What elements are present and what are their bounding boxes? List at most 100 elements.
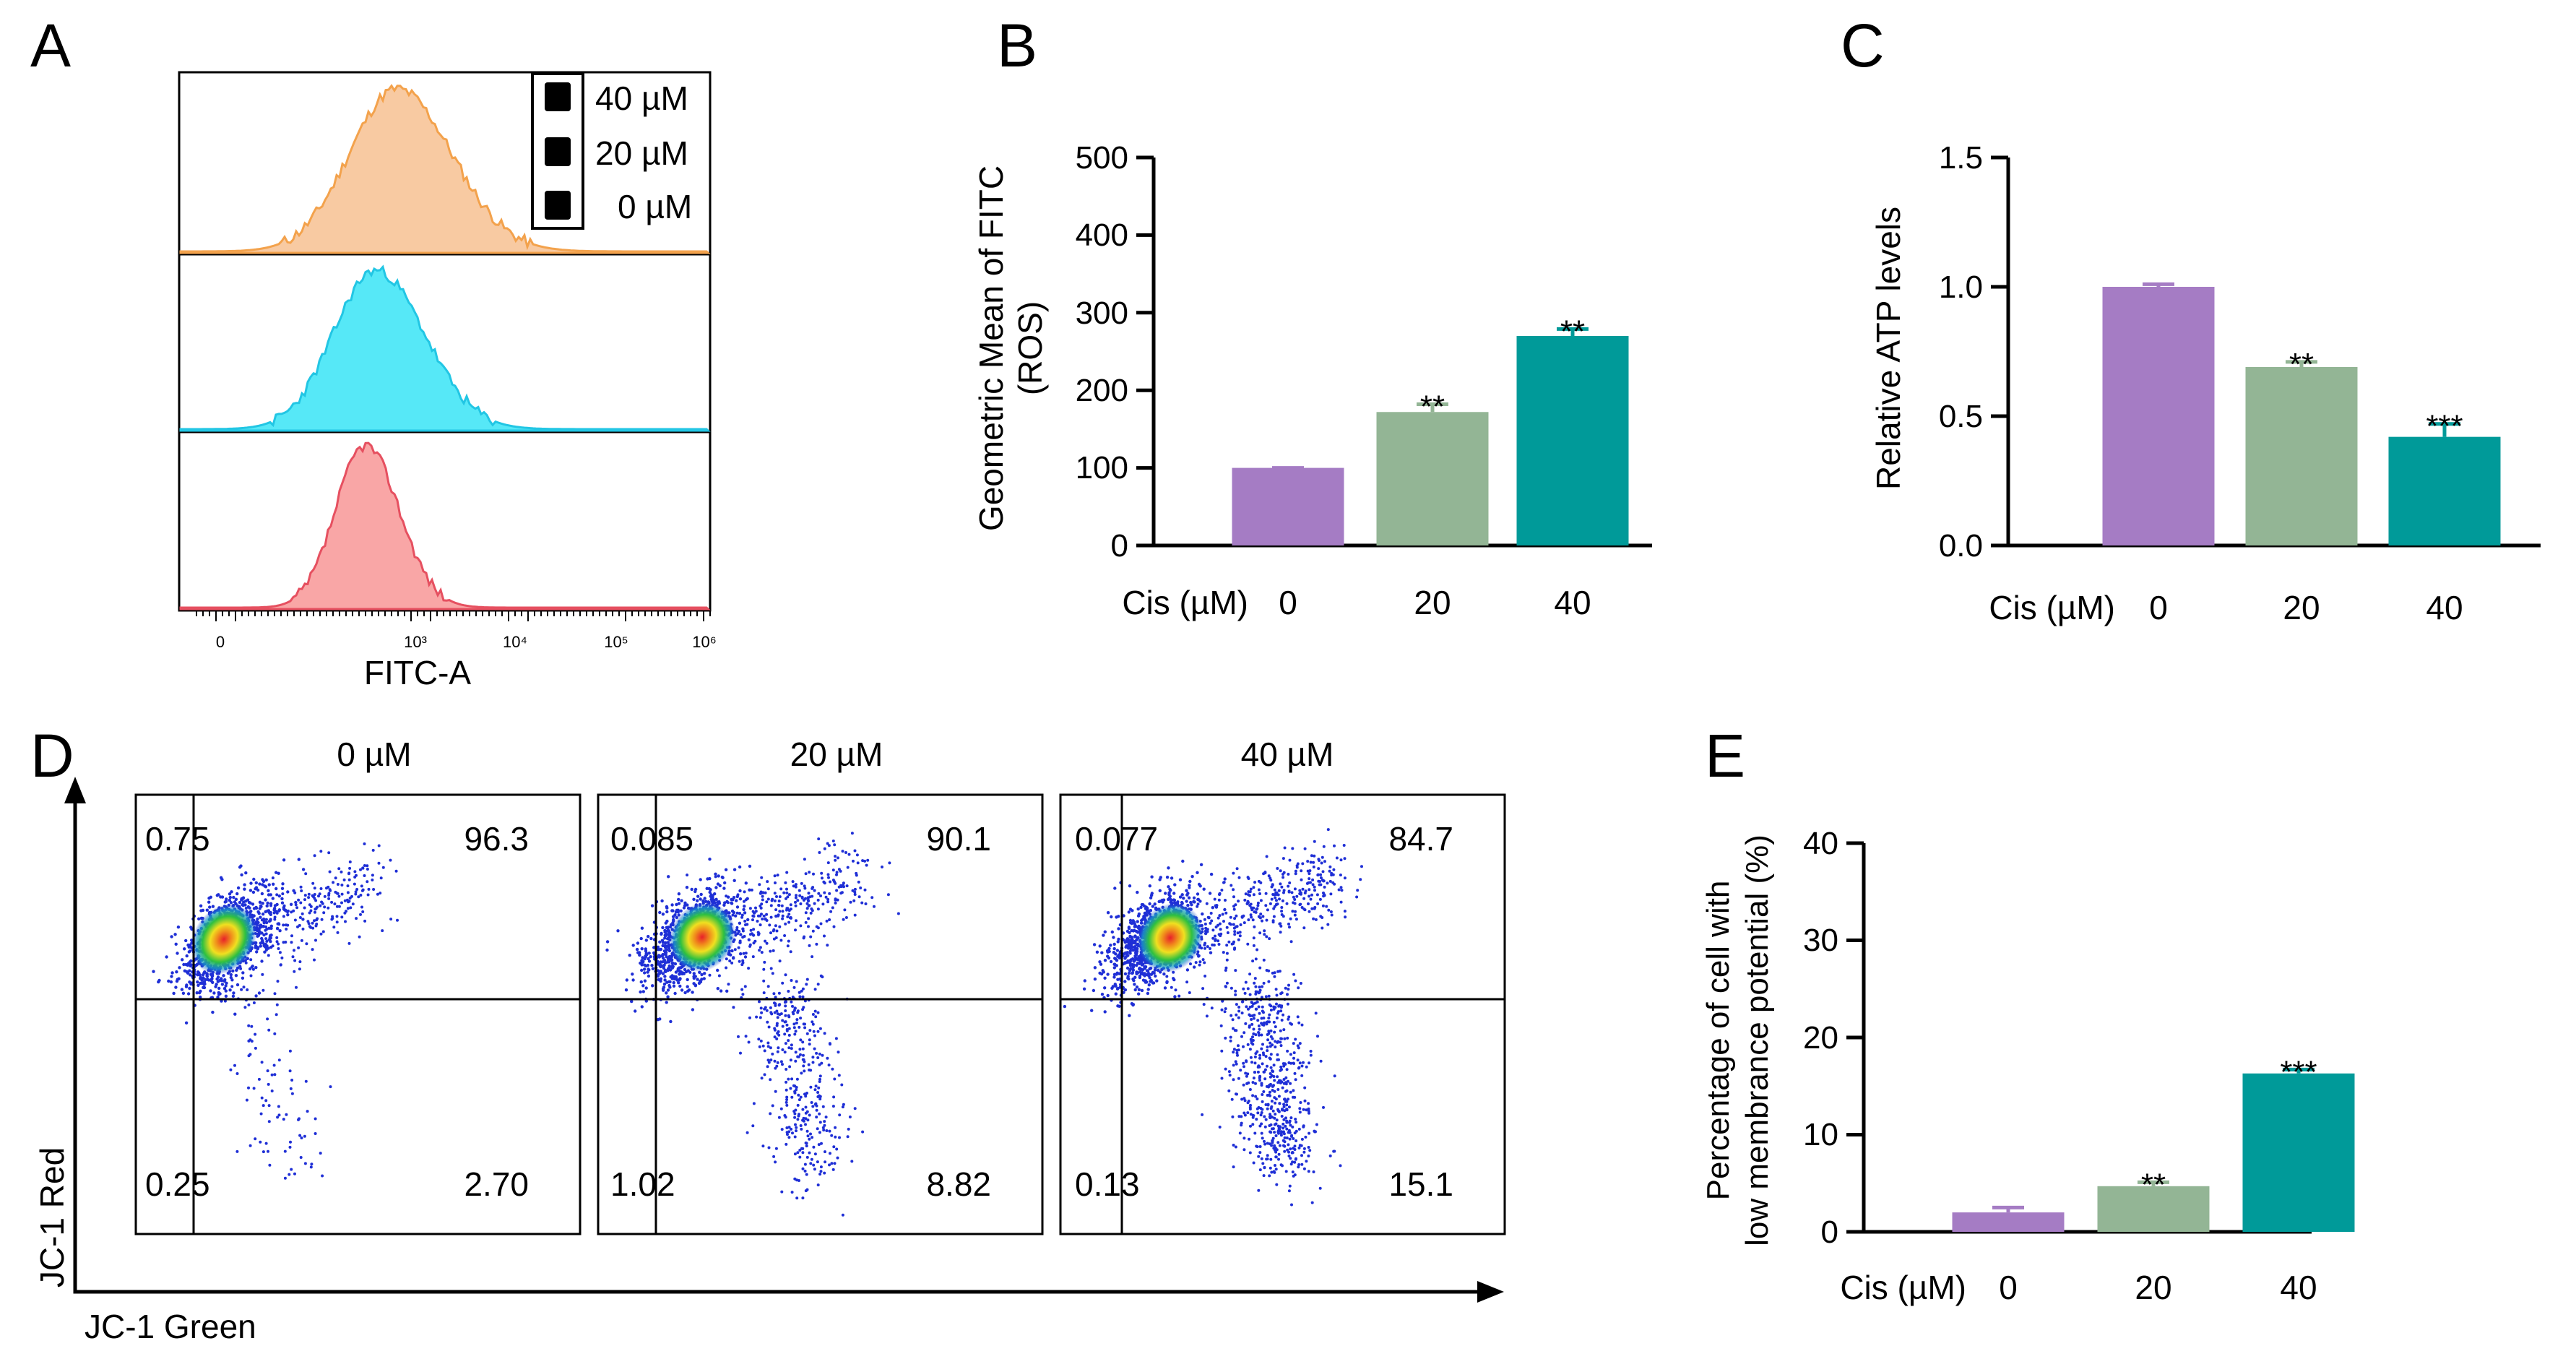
dotplot-point xyxy=(817,837,821,841)
dotplot-point xyxy=(829,1152,831,1155)
dotplot-point xyxy=(1221,913,1224,916)
dotplot-point xyxy=(1280,1019,1284,1022)
dotplot-point xyxy=(802,1064,805,1068)
dotplot-point xyxy=(1158,889,1162,893)
dotplot-point xyxy=(1294,1078,1297,1082)
dotplot-point xyxy=(1123,962,1127,965)
dotplot-point xyxy=(686,903,689,907)
dotplot-point xyxy=(1355,895,1359,899)
dotplot-point xyxy=(1218,892,1222,895)
dotplot-point xyxy=(1248,1048,1252,1051)
dotplot-point xyxy=(1302,1167,1306,1170)
dotplot-point xyxy=(1283,846,1287,850)
dotplot-point xyxy=(259,915,262,919)
dotplot-point xyxy=(1111,985,1115,988)
dotplot-point xyxy=(732,1006,735,1009)
dotplot-point xyxy=(345,910,347,913)
dotplot-point xyxy=(803,1022,806,1026)
dotplot-point xyxy=(1252,944,1255,947)
dotplot-point xyxy=(1257,1031,1261,1034)
dotplot-point xyxy=(794,904,798,907)
dotplot-point xyxy=(735,926,739,929)
dotplot-point xyxy=(1260,1033,1263,1037)
dotplot-point xyxy=(818,1052,821,1056)
dotplot-point xyxy=(716,968,719,972)
dotplot-point xyxy=(1249,1113,1253,1116)
dotplot-point xyxy=(659,960,662,964)
dotplot-point xyxy=(834,1037,838,1040)
dotplot-point xyxy=(1250,908,1254,912)
dotplot-point xyxy=(1289,1162,1293,1166)
dotplot-point xyxy=(1263,929,1266,933)
dotplot-point xyxy=(639,980,643,984)
dotplot-point xyxy=(1282,1132,1286,1136)
dotplot-point xyxy=(708,858,712,861)
dotplot-point xyxy=(184,939,188,943)
dotplot-point xyxy=(1271,1043,1274,1047)
dotplot-point xyxy=(742,952,745,955)
dotplot-point xyxy=(808,1038,811,1042)
dotplot-point xyxy=(254,946,257,949)
dotplot-point xyxy=(766,1020,769,1024)
dotplot-point xyxy=(741,936,745,939)
dotplot-point xyxy=(1226,931,1229,934)
dotplot-point xyxy=(1287,988,1290,991)
dotplot-point xyxy=(264,932,268,936)
dotplot-point xyxy=(261,883,264,886)
dotplot-point xyxy=(396,918,399,922)
dotplot-point xyxy=(233,1012,237,1016)
dotplot-point xyxy=(791,880,795,884)
dotplot-point xyxy=(170,975,173,978)
dotplot-point xyxy=(321,1174,324,1178)
dotplot-point xyxy=(1265,918,1268,922)
dotplot-point xyxy=(860,901,864,905)
dotplot-point xyxy=(778,895,782,899)
dotplot-title-40um: 40 µM xyxy=(1241,735,1334,773)
dotplot-point xyxy=(693,887,698,892)
dotplot-point xyxy=(1262,1070,1266,1074)
dotplot-point xyxy=(1260,1084,1263,1087)
dotplot-point xyxy=(794,883,798,886)
dotplot-point xyxy=(289,1140,292,1144)
dotplot-point xyxy=(774,924,777,928)
dotplot-point xyxy=(831,840,835,842)
dotplot-point xyxy=(1237,1044,1240,1048)
dotplot-point xyxy=(647,974,651,978)
dotplot-point xyxy=(776,1050,779,1053)
dotplot-point xyxy=(708,973,712,977)
dotplot-point xyxy=(230,890,233,894)
dotplot-point xyxy=(1217,898,1221,902)
dotplot-point xyxy=(337,905,341,908)
dotplot-point xyxy=(803,1069,806,1073)
dotplot-point xyxy=(789,903,792,907)
dotplot-point xyxy=(1242,1148,1246,1152)
dotplot-point xyxy=(1249,1103,1252,1107)
dotplot-point xyxy=(1148,884,1152,888)
dotplot-point xyxy=(638,953,641,957)
dotplot-point xyxy=(286,923,290,927)
dotplot-point xyxy=(1130,928,1133,933)
dotplot-point xyxy=(1276,1075,1279,1079)
dotplot-point xyxy=(240,988,243,991)
dotplot-point xyxy=(1258,1065,1261,1069)
dotplot-point xyxy=(241,971,245,975)
dotplot-point xyxy=(775,895,778,898)
dotplot-point xyxy=(813,1034,816,1037)
dotplot-point xyxy=(794,900,797,904)
dotplot-point xyxy=(1099,972,1104,976)
dotplot-point xyxy=(1182,897,1185,900)
dotplot-point xyxy=(1203,918,1206,921)
dotplot-point xyxy=(1269,879,1273,882)
dotplot-point xyxy=(1310,1201,1314,1204)
dotplot-point xyxy=(790,1077,794,1081)
dotplot-point xyxy=(1232,1027,1235,1030)
dotplot-point xyxy=(1135,972,1138,976)
dotplot-point xyxy=(1165,980,1169,985)
dotplot-point xyxy=(1253,1001,1257,1005)
dotplot-point xyxy=(293,891,297,894)
dotplot-point xyxy=(264,937,268,941)
dotplot-point xyxy=(781,1048,785,1051)
dotplot-point xyxy=(1269,1131,1273,1134)
dotplot-point xyxy=(1169,889,1172,892)
dotplot-point xyxy=(199,981,202,985)
